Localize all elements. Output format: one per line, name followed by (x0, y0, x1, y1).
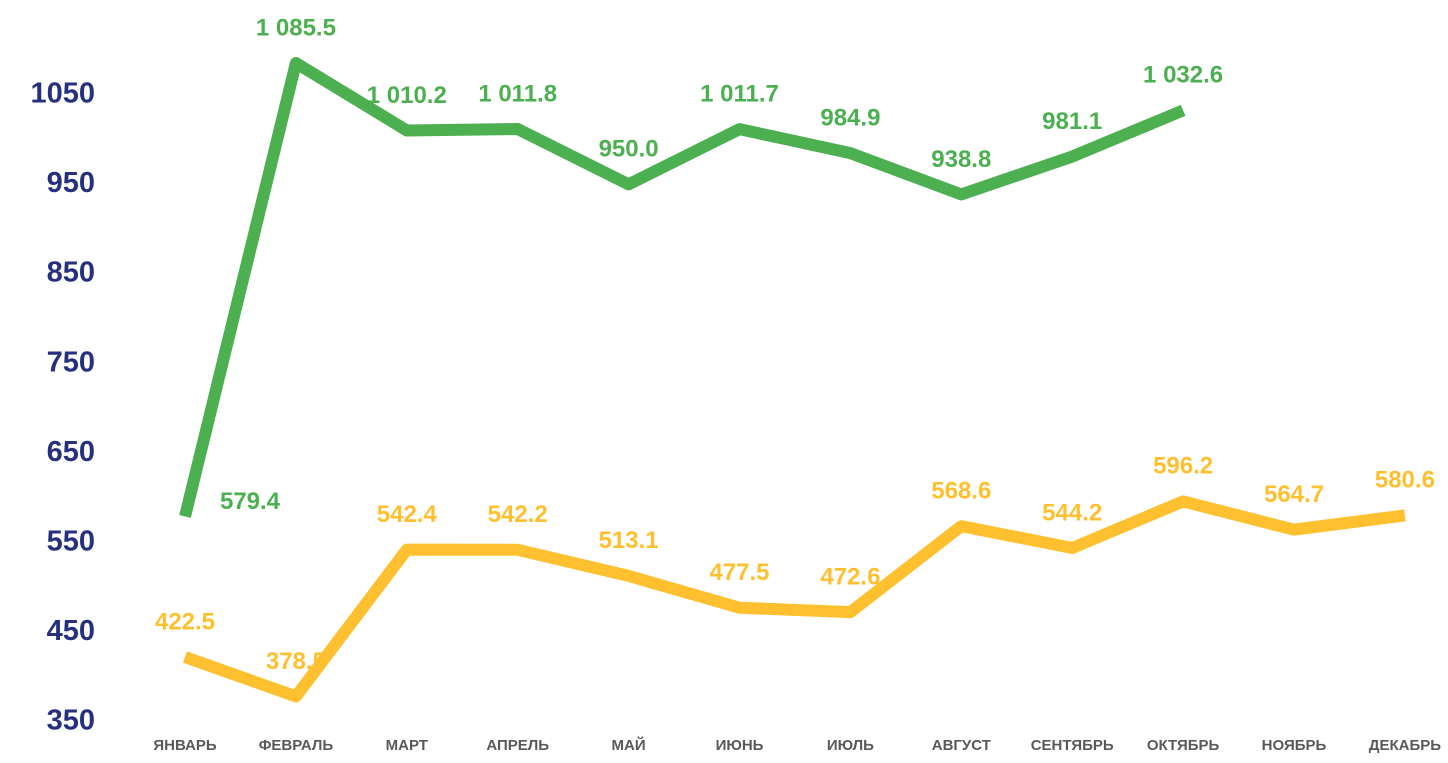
value-label: 580.6 (1375, 467, 1435, 494)
y-tick-label: 1050 (30, 77, 95, 109)
y-tick-label: 550 (47, 525, 95, 557)
value-label: 938.8 (931, 146, 991, 173)
x-tick-label: МАЙ (612, 736, 646, 754)
value-label: 596.2 (1153, 453, 1213, 480)
value-label: 564.7 (1264, 481, 1324, 508)
value-label: 579.4 (220, 488, 281, 515)
x-tick-label: ОКТЯБРЬ (1147, 737, 1220, 754)
x-tick-label: СЕНТЯБРЬ (1031, 737, 1114, 754)
y-tick-label: 950 (47, 167, 95, 199)
y-tick-label: 750 (47, 346, 95, 378)
x-tick-label: АПРЕЛЬ (486, 737, 549, 754)
value-label: 1 085.5 (256, 14, 336, 41)
value-label: 477.5 (709, 559, 769, 586)
value-label: 544.2 (1042, 499, 1102, 526)
value-label: 1 010.2 (367, 82, 447, 109)
value-label: 984.9 (820, 104, 880, 131)
value-label: 542.4 (377, 501, 438, 528)
value-label: 950.0 (599, 136, 659, 163)
value-label: 1 011.7 (700, 80, 779, 107)
x-tick-label: ФЕВРАЛЬ (259, 737, 334, 754)
value-label: 513.1 (599, 527, 659, 554)
value-label: 472.6 (820, 563, 880, 590)
x-tick-label: МАРТ (386, 737, 428, 754)
x-tick-label: ЯНВАРЬ (153, 737, 217, 754)
x-tick-label: НОЯБРЬ (1262, 737, 1327, 754)
value-label: 542.2 (488, 501, 548, 528)
value-label: 422.5 (155, 608, 215, 635)
y-tick-label: 350 (47, 705, 95, 737)
series-line (179, 56, 1186, 518)
x-tick-label: АВГУСТ (932, 737, 991, 754)
y-tick-label: 650 (47, 436, 95, 468)
x-tick-label: ДЕКАБРЬ (1369, 737, 1441, 754)
value-label: 568.6 (931, 477, 991, 504)
value-label: 378.5 (266, 648, 326, 675)
series-line (182, 495, 1406, 703)
value-label: 1 032.6 (1143, 62, 1223, 89)
y-tick-label: 450 (47, 615, 95, 647)
y-tick-label: 850 (47, 257, 95, 289)
x-tick-label: ИЮЛЬ (827, 737, 874, 754)
value-label: 1 011.8 (478, 80, 557, 107)
value-label: 981.1 (1042, 108, 1102, 135)
x-tick-label: ИЮНЬ (716, 737, 764, 754)
